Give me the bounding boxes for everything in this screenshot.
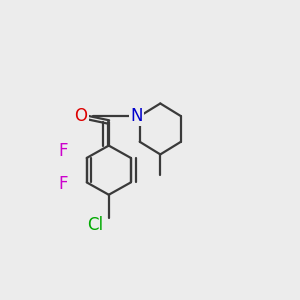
Text: O: O bbox=[74, 107, 87, 125]
Text: F: F bbox=[58, 142, 68, 160]
Text: F: F bbox=[58, 175, 68, 193]
Text: Cl: Cl bbox=[88, 216, 103, 234]
Text: N: N bbox=[130, 107, 143, 125]
